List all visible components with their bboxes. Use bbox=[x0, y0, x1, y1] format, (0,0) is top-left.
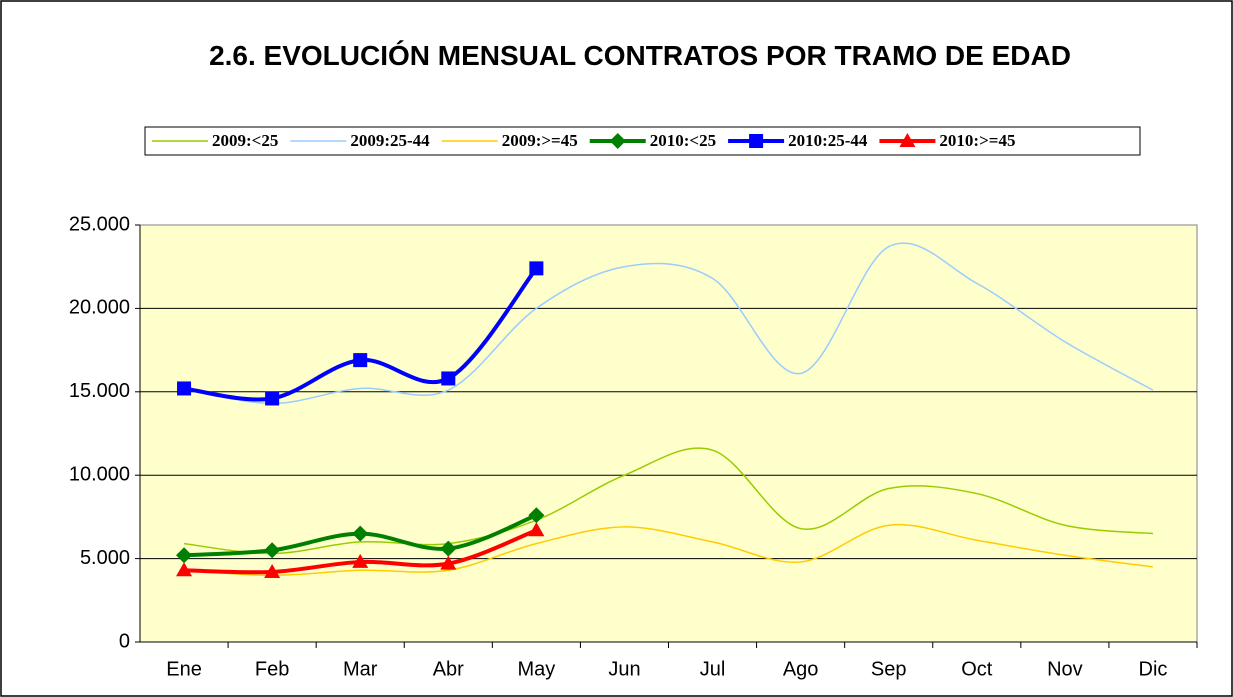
y-tick-label: 25.000 bbox=[69, 213, 130, 235]
line bbox=[183, 447, 1154, 555]
y-tick-label: 10.000 bbox=[69, 463, 130, 485]
x-tick-label: Ene bbox=[166, 658, 202, 680]
marker bbox=[609, 133, 626, 149]
line bbox=[183, 242, 1154, 405]
marker bbox=[441, 371, 456, 386]
legend-label: 2010:<25 bbox=[650, 131, 716, 150]
marker bbox=[352, 553, 369, 568]
marker bbox=[899, 133, 916, 147]
x-tick-label: Ago bbox=[783, 658, 819, 680]
x-tick-label: Jul bbox=[700, 658, 726, 680]
chart-title: 2.6. EVOLUCIÓN MENSUAL CONTRATOS POR TRA… bbox=[209, 40, 1071, 71]
x-tick-label: May bbox=[517, 658, 555, 680]
legend-label: 2009:25-44 bbox=[350, 131, 430, 150]
marker bbox=[176, 547, 193, 564]
plot-area bbox=[139, 224, 1198, 643]
marker bbox=[176, 562, 193, 577]
marker bbox=[177, 381, 192, 396]
legend-label: 2009:>=45 bbox=[502, 131, 578, 150]
legend-label: 2010:25-44 bbox=[788, 131, 868, 150]
y-tick-label: 20.000 bbox=[69, 297, 130, 319]
x-tick-label: Abr bbox=[433, 658, 464, 680]
marker bbox=[353, 353, 368, 368]
x-tick-label: Jun bbox=[608, 658, 640, 680]
marker bbox=[264, 563, 281, 578]
x-tick-label: Oct bbox=[961, 658, 993, 680]
line bbox=[183, 523, 1154, 577]
marker bbox=[352, 525, 369, 542]
x-tick-label: Dic bbox=[1139, 658, 1168, 680]
marker bbox=[749, 134, 764, 148]
legend-label: 2010:>=45 bbox=[939, 131, 1015, 150]
x-tick-label: Mar bbox=[343, 658, 378, 680]
marker bbox=[440, 555, 457, 570]
marker bbox=[528, 522, 545, 537]
marker bbox=[529, 261, 544, 276]
y-tick-label: 15.000 bbox=[69, 380, 130, 402]
x-tick-label: Sep bbox=[871, 658, 907, 680]
x-tick-label: Nov bbox=[1047, 658, 1083, 680]
legend-label: 2009:<25 bbox=[212, 131, 278, 150]
marker bbox=[528, 507, 545, 524]
y-tick-label: 0 bbox=[119, 630, 130, 652]
marker bbox=[440, 540, 457, 557]
y-tick-label: 5.000 bbox=[80, 547, 130, 569]
marker bbox=[265, 391, 280, 406]
x-tick-label: Feb bbox=[255, 658, 289, 680]
marker bbox=[264, 542, 281, 559]
